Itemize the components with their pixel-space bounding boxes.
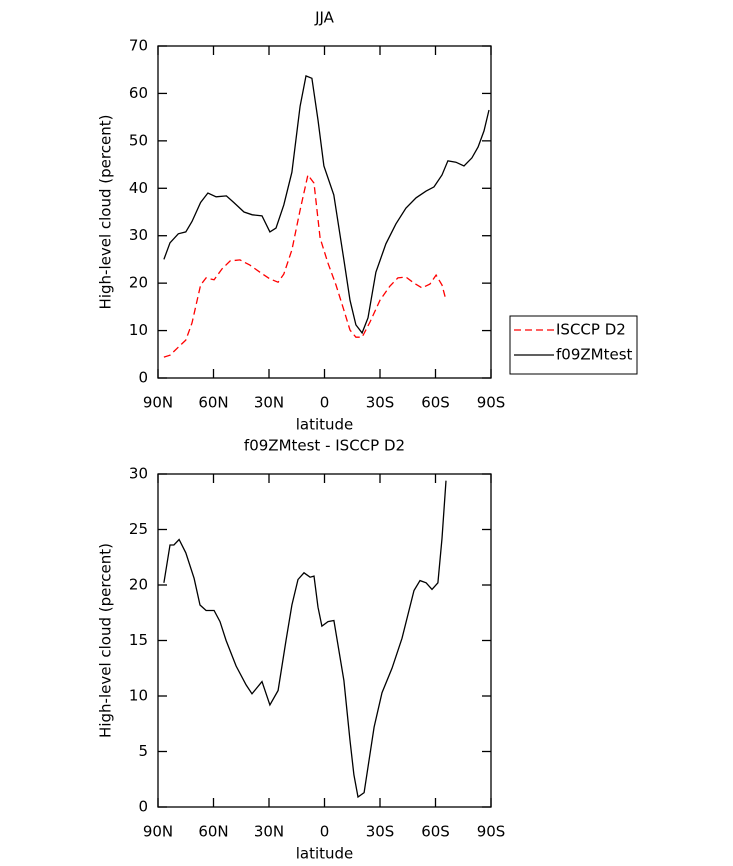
y-tick-label: 60 [129, 84, 148, 102]
y-axis-label: High-level cloud (percent) [97, 115, 115, 310]
x-tick-label: 30S [366, 823, 395, 841]
y-tick-label: 15 [129, 631, 148, 649]
chart-title: f09ZMtest - ISCCP D2 [244, 437, 405, 455]
y-tick-label: 50 [129, 131, 148, 149]
plot-frame [157, 473, 492, 808]
x-tick-label: 90N [143, 823, 173, 841]
data-line [163, 173, 447, 358]
x-tick-label: 30S [366, 394, 395, 412]
legend-label: f09ZMtest [556, 346, 633, 364]
y-tick-label: 70 [129, 37, 148, 55]
y-tick-label: 40 [129, 179, 148, 197]
y-tick-label: 10 [129, 687, 148, 705]
y-axis-label: High-level cloud (percent) [97, 543, 115, 738]
x-tick-label: 60S [421, 394, 450, 412]
data-line [163, 480, 447, 799]
plot-frame [157, 45, 492, 379]
y-tick-label: 30 [129, 226, 148, 244]
x-tick-label: 0 [320, 823, 330, 841]
x-tick-label: 30N [254, 394, 284, 412]
legend-box [509, 315, 638, 375]
x-tick-label: 90N [143, 394, 173, 412]
y-tick-label: 0 [138, 369, 148, 387]
data-line [163, 75, 490, 335]
y-tick-label: 0 [138, 798, 148, 816]
x-tick-label: 30N [254, 823, 284, 841]
x-tick-label: 0 [320, 394, 330, 412]
x-tick-label: 60N [198, 394, 228, 412]
x-axis-label: latitude [296, 416, 354, 434]
x-tick-label: 90S [477, 823, 506, 841]
y-tick-label: 20 [129, 576, 148, 594]
x-axis-label: latitude [296, 845, 354, 863]
y-tick-label: 25 [129, 520, 148, 538]
x-tick-label: 90S [477, 394, 506, 412]
y-tick-label: 10 [129, 321, 148, 339]
chart-title: JJA [314, 9, 335, 27]
y-tick-label: 20 [129, 274, 148, 292]
y-tick-label: 5 [138, 742, 148, 760]
legend-label: ISCCP D2 [556, 321, 626, 339]
y-tick-label: 30 [129, 465, 148, 483]
x-tick-label: 60N [198, 823, 228, 841]
x-tick-label: 60S [421, 823, 450, 841]
